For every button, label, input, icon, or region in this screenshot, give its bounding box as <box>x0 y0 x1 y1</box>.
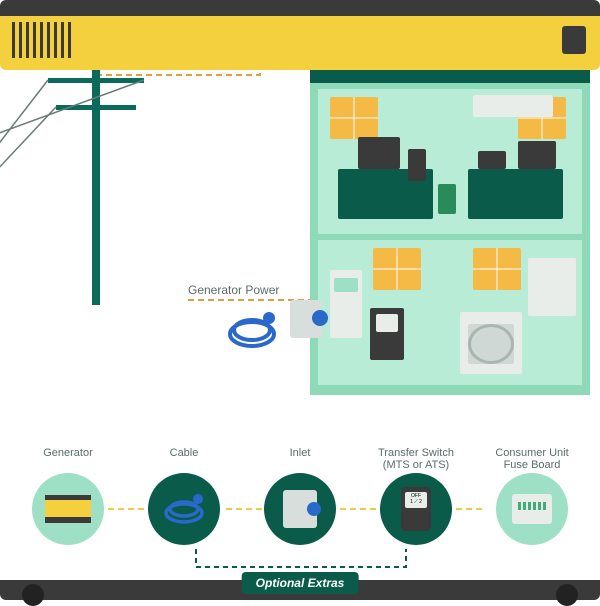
inlet-icon <box>290 300 322 338</box>
flow-inlet: Inlet <box>264 473 336 545</box>
house <box>310 55 590 395</box>
cable-icon <box>225 308 280 348</box>
generator-label: Generator Power <box>188 283 279 297</box>
flow-consumer: Consumer Unit Fuse Board <box>496 473 568 545</box>
flow-cable: Cable <box>148 473 220 545</box>
flow-row: Generator Cable Inlet Transfer Switch (M… <box>0 473 600 545</box>
flow-generator: Generator <box>32 473 104 545</box>
optional-extras-badge: Optional Extras <box>242 572 359 594</box>
flow-switch: Transfer Switch (MTS or ATS)OFF1 ⟋ 2 <box>380 473 452 545</box>
